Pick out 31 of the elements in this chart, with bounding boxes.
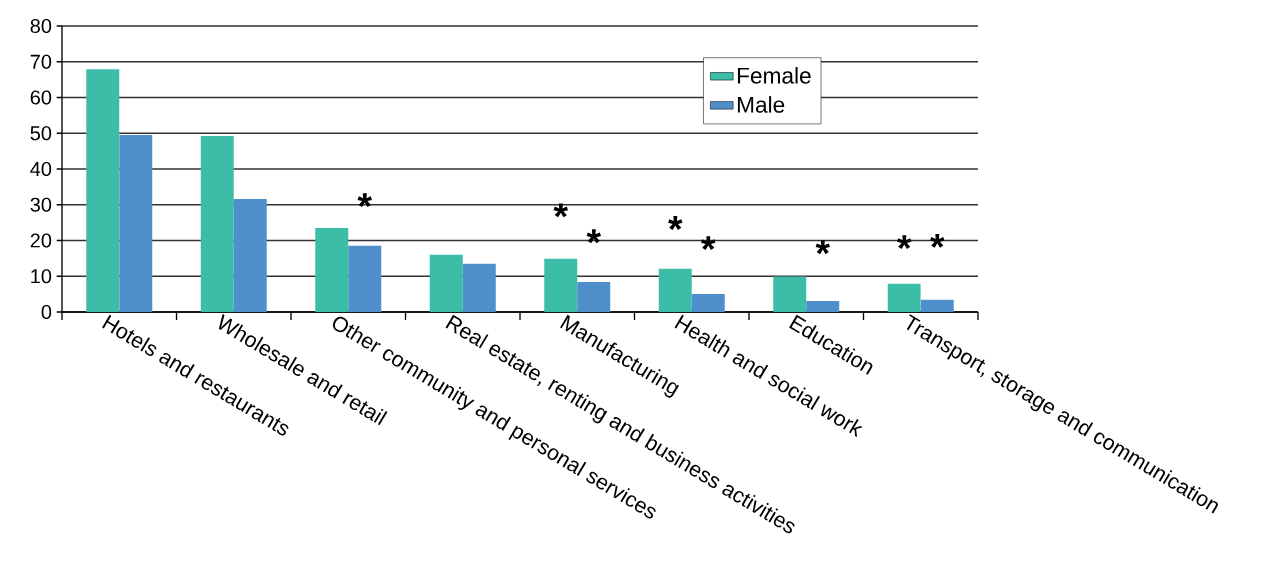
y-tick-label: 70 (30, 54, 52, 69)
annotation: * (668, 216, 683, 230)
bar (86, 69, 120, 312)
y-tick-label: 0 (41, 304, 52, 320)
annotation: * (815, 240, 830, 255)
y-tick-label: 50 (30, 126, 52, 141)
y-tick-label: 40 (30, 161, 52, 177)
bar (577, 281, 611, 312)
annotation: * (357, 193, 372, 208)
bar (119, 135, 153, 312)
bar (691, 294, 725, 312)
bar (233, 199, 267, 312)
y-tick-label: 60 (30, 90, 52, 105)
y-tick-label: 80 (30, 18, 52, 34)
bar (315, 227, 349, 312)
y-tick-label: 20 (30, 233, 52, 248)
bar (773, 276, 807, 312)
bar (200, 136, 234, 312)
bar (920, 299, 954, 312)
y-tick-label: 30 (30, 197, 52, 212)
bar (348, 245, 382, 312)
bar (887, 283, 921, 312)
bar (462, 263, 496, 312)
legend-label: Female (737, 67, 811, 84)
bar (658, 268, 692, 312)
bar (429, 254, 463, 312)
bar (806, 300, 840, 312)
legend-label: Male (737, 96, 785, 113)
annotation: * (553, 203, 568, 218)
bar (544, 258, 578, 312)
y-tick-label: 10 (31, 269, 52, 284)
